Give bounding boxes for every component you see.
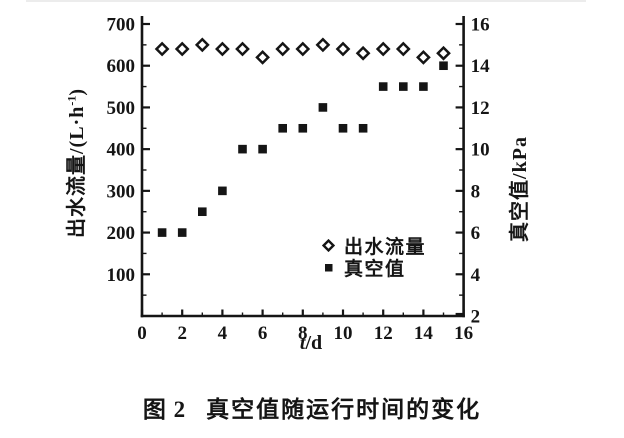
- left-axis-title-text: 出水流量/(L·h: [66, 105, 88, 239]
- left-tick-label: 300: [107, 181, 136, 202]
- vacuum-marker: [198, 207, 207, 217]
- right-axis-title-text: 真空值/kPa: [509, 136, 531, 242]
- vacuum-marker: [419, 82, 428, 91]
- flow-marker: [194, 37, 210, 53]
- legend-item-flow: 出水流量: [322, 235, 426, 258]
- flow-marker: [375, 41, 391, 57]
- left-tick-label: 100: [107, 265, 136, 286]
- vacuum-marker: [157, 228, 167, 237]
- flow-marker: [395, 41, 411, 57]
- flow-marker: [315, 37, 331, 53]
- x-tick-label: 4: [218, 323, 228, 344]
- x-axis-unit: /d: [305, 332, 323, 354]
- vacuum-marker: [338, 123, 348, 133]
- right-tick-label: 16: [471, 15, 490, 36]
- flow-marker: [355, 45, 371, 61]
- x-axis-variable: t: [299, 332, 306, 354]
- flow-marker: [436, 45, 451, 61]
- vacuum-marker: [218, 186, 227, 196]
- right-tick-label: 2: [471, 307, 481, 328]
- left-axis-title-exponent: -1: [64, 95, 79, 106]
- flow-marker: [416, 50, 431, 65]
- flow-marker: [174, 41, 190, 57]
- flow-marker: [335, 41, 351, 57]
- legend-label-vacuum: 真空值: [344, 258, 406, 280]
- chart-legend: 出水流量 真空值: [322, 235, 426, 280]
- right-tick-label: 8: [471, 181, 481, 202]
- legend-item-vacuum: 真空值: [322, 257, 426, 280]
- data-points: [154, 37, 451, 237]
- axis-ticks: [140, 22, 465, 316]
- x-tick-label: 0: [137, 323, 147, 344]
- open-diamond-icon: [322, 238, 335, 252]
- x-tick-label: 14: [414, 323, 434, 344]
- x-axis-title: t/d: [281, 332, 341, 355]
- left-tick-label: 600: [107, 56, 136, 77]
- figure-number: 图 2: [142, 397, 187, 422]
- left-tick-label: 500: [107, 98, 136, 119]
- x-tick-label: 16: [454, 323, 473, 344]
- x-tick-label: 6: [258, 323, 268, 344]
- flow-marker: [255, 50, 270, 65]
- flow-marker: [215, 41, 230, 57]
- vacuum-marker: [278, 123, 287, 133]
- scan-edge-artifact: [26, 0, 586, 2]
- right-tick-label: 14: [471, 56, 491, 77]
- flow-marker: [154, 41, 170, 57]
- left-tick-label: 700: [107, 15, 136, 36]
- right-axis-title: 真空值/kPa: [503, 79, 531, 299]
- vacuum-marker: [298, 123, 308, 133]
- left-axis-title: 出水流量/(L·h-1): [60, 13, 88, 313]
- x-tick-label: 2: [177, 323, 187, 344]
- x-tick-label: 8: [298, 323, 308, 344]
- vacuum-marker: [318, 103, 328, 112]
- right-tick-label: 10: [471, 140, 490, 161]
- x-tick-label: 10: [334, 323, 353, 344]
- legend-label-flow: 出水流量: [344, 236, 427, 258]
- vacuum-marker: [399, 82, 408, 91]
- left-tick-label: 400: [107, 140, 136, 161]
- figure-caption-text: 真空值随运行时间的变化: [206, 397, 482, 422]
- flow-marker: [295, 41, 311, 57]
- vacuum-marker: [177, 228, 187, 237]
- left-tick-label: 200: [107, 223, 136, 244]
- flow-marker: [275, 41, 291, 57]
- vacuum-marker: [358, 123, 368, 133]
- vacuum-marker: [439, 61, 448, 71]
- vacuum-marker: [258, 144, 267, 154]
- left-axis-title-close: ): [66, 87, 88, 96]
- flow-marker: [235, 41, 250, 57]
- chart-canvas: 0 2 4 6 8 10 12 14 16 100 200 300 400 500 600 700 2 4 6 8 10…: [107, 15, 491, 345]
- x-tick-label: 12: [374, 323, 393, 344]
- right-tick-label: 4: [471, 265, 481, 286]
- filled-square-icon: [325, 263, 333, 271]
- axis-tick-labels: 0 2 4 6 8 10 12 14 16 100 200 300 400 500 600 700 2 4 6 8 10…: [107, 15, 491, 345]
- right-tick-label: 6: [471, 223, 481, 244]
- vacuum-marker: [238, 144, 247, 154]
- figure-caption: 图 2 真空值随运行时间的变化: [0, 390, 624, 424]
- right-tick-label: 12: [471, 98, 490, 119]
- vacuum-marker: [378, 82, 388, 91]
